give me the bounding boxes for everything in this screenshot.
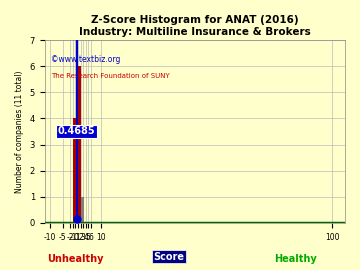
- Bar: [81, 197, 85, 223]
- Bar: [78, 66, 81, 223]
- Text: The Research Foundation of SUNY: The Research Foundation of SUNY: [51, 73, 170, 79]
- Bar: [73, 119, 78, 223]
- Text: Score: Score: [154, 252, 185, 262]
- Title: Z-Score Histogram for ANAT (2016)
Industry: Multiline Insurance & Brokers: Z-Score Histogram for ANAT (2016) Indust…: [79, 15, 311, 37]
- Text: ©www.textbiz.org: ©www.textbiz.org: [51, 55, 120, 64]
- Text: 0.4685: 0.4685: [58, 126, 95, 136]
- Text: Healthy: Healthy: [274, 254, 317, 264]
- Y-axis label: Number of companies (11 total): Number of companies (11 total): [15, 70, 24, 193]
- Text: Unhealthy: Unhealthy: [47, 254, 103, 264]
